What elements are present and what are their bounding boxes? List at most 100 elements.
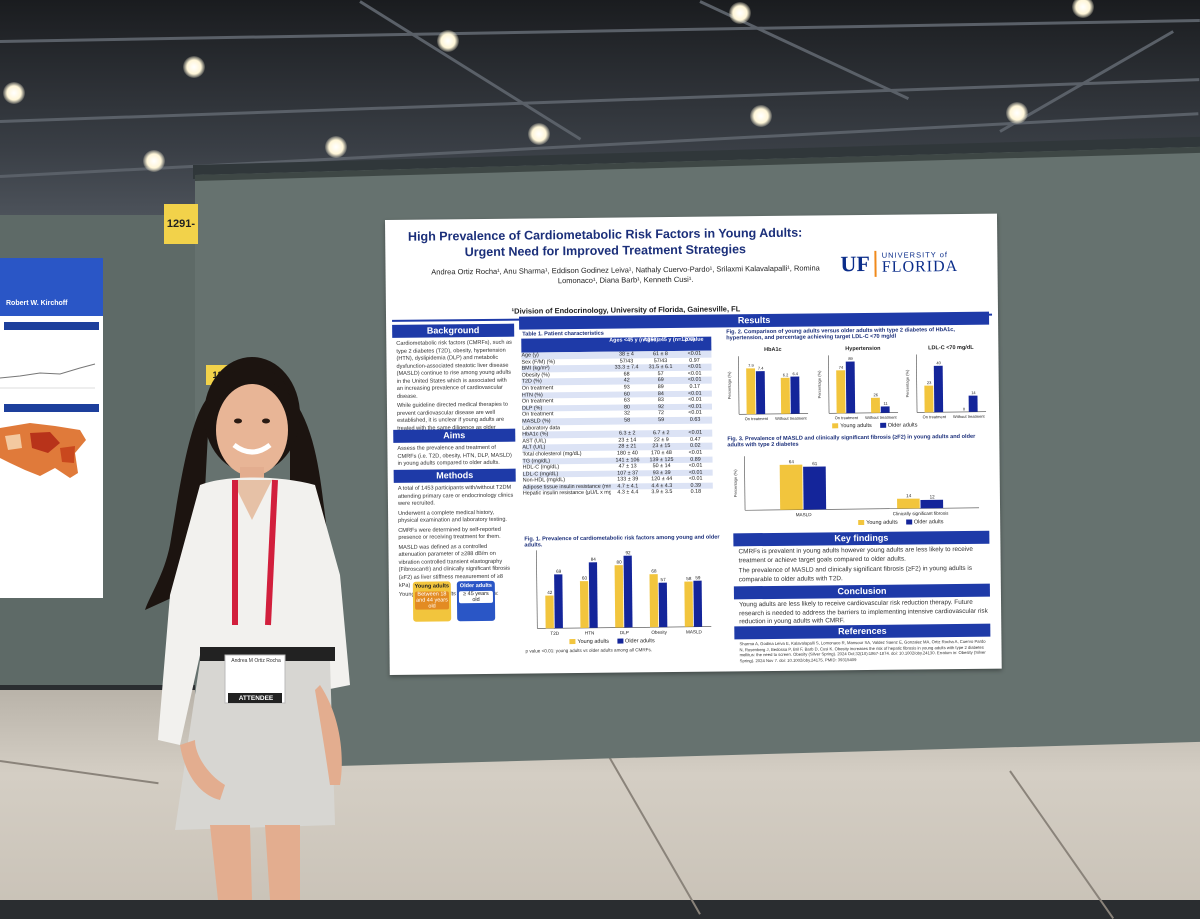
y-axis xyxy=(738,356,739,414)
bar-value-label: 80 xyxy=(616,560,622,565)
references-header: References xyxy=(734,624,990,640)
neighbor-poster-section-bar xyxy=(4,404,99,412)
older-adults-group: Older adults ≥ 45 years old xyxy=(457,581,495,621)
bar-value-label: 42 xyxy=(547,590,553,595)
ceiling-light xyxy=(183,56,205,78)
bar-value-label: 23 xyxy=(927,380,932,385)
y-axis xyxy=(744,456,745,510)
badge-name: Andrea M Ortiz Rocha xyxy=(227,658,285,664)
older-adults-group-label: Older adults xyxy=(457,581,495,589)
bar xyxy=(781,378,790,414)
bar-value-label: 40 xyxy=(936,360,941,365)
y-axis-label: Percentage (%) xyxy=(905,369,910,398)
x-tick-label: MASLD xyxy=(686,629,703,634)
legend-older-label: Older adults xyxy=(914,519,944,525)
methods-paragraph-3: CMRFs were determined by self-reported p… xyxy=(398,526,514,542)
bar-value-label: 61 xyxy=(812,461,818,466)
bar xyxy=(836,370,845,413)
bar xyxy=(624,556,633,628)
young-adults-group: Young adults Between 18 and 44 years old xyxy=(413,581,451,621)
uf-logo-florida: FLORIDA xyxy=(882,259,959,276)
key-findings-header: Key findings xyxy=(733,531,989,547)
bar-value-label: 58 xyxy=(686,576,692,581)
bar xyxy=(649,574,658,627)
table-header-cell: Ages <45 y (n=250) xyxy=(609,337,643,351)
uf-logo-divider xyxy=(875,251,877,277)
poster-authors: Andrea Ortiz Rocha¹, Anu Sharma¹, Eddiso… xyxy=(426,263,826,287)
key-findings-text: CMRFs is prevalent in young adults howev… xyxy=(738,546,988,587)
x-tick-label: DLP xyxy=(620,630,629,635)
ceiling-light xyxy=(729,2,751,24)
y-axis-label: Percentage (%) xyxy=(733,469,738,498)
bar-value-label: 7.9 xyxy=(748,363,754,368)
ceiling-light xyxy=(1006,102,1028,124)
bar xyxy=(969,396,978,412)
y-axis xyxy=(536,550,537,628)
table-header-cell xyxy=(521,338,609,353)
bar xyxy=(693,581,702,627)
legend-young: Young adults xyxy=(569,639,609,645)
background-header: Background xyxy=(392,324,514,338)
table-cell: 4.3 ± 4.4 xyxy=(611,490,645,497)
presenter-person xyxy=(140,355,380,900)
bar-value-label: 57 xyxy=(661,577,667,582)
legend-older: Older adults xyxy=(880,422,918,428)
neighbor-poster-section-bar xyxy=(4,322,99,330)
older-adults-group-def: ≥ 45 years old xyxy=(459,591,493,603)
bar xyxy=(589,562,598,628)
methods-paragraph-1: A total of 1453 participants with/withou… xyxy=(398,485,514,509)
bar xyxy=(924,386,933,413)
bar xyxy=(780,465,803,510)
legend-older: Older adults xyxy=(617,638,655,644)
legend-older: Older adults xyxy=(906,519,944,525)
y-axis-label: Percentage (%) xyxy=(727,371,732,400)
conclusion-text: Young adults are less likely to receive … xyxy=(739,599,989,628)
ceiling-light xyxy=(143,150,165,172)
bar-value-label: 14 xyxy=(906,493,912,498)
bar-value-label: 74 xyxy=(839,365,844,370)
research-poster: High Prevalence of Cardiometabolic Risk … xyxy=(385,214,1002,675)
fig1-footnote: p value <0.01: young adults vs older adu… xyxy=(525,646,725,654)
bar xyxy=(580,581,589,628)
chart-title: Hypertension xyxy=(845,346,881,352)
x-tick-label: Obesity xyxy=(651,630,667,635)
x-tick-label: On treatment xyxy=(923,414,947,419)
bar xyxy=(934,366,943,412)
x-tick-label: On treatment xyxy=(835,415,859,420)
bar-value-label: 12 xyxy=(930,494,936,499)
neighbor-poster-line-chart xyxy=(0,338,100,398)
bar xyxy=(871,398,880,413)
fig3-legend: Young adults Older adults xyxy=(858,519,943,526)
bar-value-label: 26 xyxy=(874,392,879,397)
us-map-icon xyxy=(0,418,90,498)
x-tick-label: Without treatment xyxy=(865,415,898,420)
badge-role: ATTENDEE xyxy=(229,695,283,702)
bar xyxy=(554,574,563,628)
neighbor-poster-header: Robert W. Kirchoff xyxy=(0,258,103,316)
bar xyxy=(756,371,765,414)
bar xyxy=(615,565,624,627)
table-row: Hepatic insulin resistance (µU/L x mg/dL… xyxy=(523,489,713,498)
neighbor-poster: Robert W. Kirchoff xyxy=(0,258,103,598)
legend-older-label: Older adults xyxy=(888,422,918,428)
references-text: Sharma A, Godina Leiva E, Kalavalapalli … xyxy=(739,639,989,664)
table-header-cell: Ages ≥45 y (n=1203) xyxy=(643,337,677,351)
bar xyxy=(803,467,826,510)
bar-value-label: 7.4 xyxy=(758,366,764,371)
legend-older-label: Older adults xyxy=(625,638,655,644)
y-axis xyxy=(916,354,917,412)
legend-young-label: Young adults xyxy=(577,639,609,645)
bar-value-label: 0 xyxy=(963,406,966,411)
chart-title: HbA1c xyxy=(764,347,781,353)
patient-characteristics-table: Ages <45 y (n=250)Ages ≥45 y (n=1203)p v… xyxy=(521,337,713,498)
legend-young-label: Young adults xyxy=(866,520,898,526)
bar-value-label: 84 xyxy=(591,557,597,562)
table-title: Table 1. Patient characteristics xyxy=(522,331,604,338)
background-text: Cardiometabolic risk factors (CMRFs), su… xyxy=(396,340,513,443)
table-cell: Hepatic insulin resistance (µU/L x mg/dL… xyxy=(523,490,611,498)
fig3-caption: Fig. 3. Prevalence of MASLD and clinical… xyxy=(727,434,989,449)
bar-value-label: 11 xyxy=(883,401,888,406)
bar-value-label: 60 xyxy=(582,576,588,581)
x-tick-label: Clinically significant fibrosis xyxy=(893,511,949,517)
